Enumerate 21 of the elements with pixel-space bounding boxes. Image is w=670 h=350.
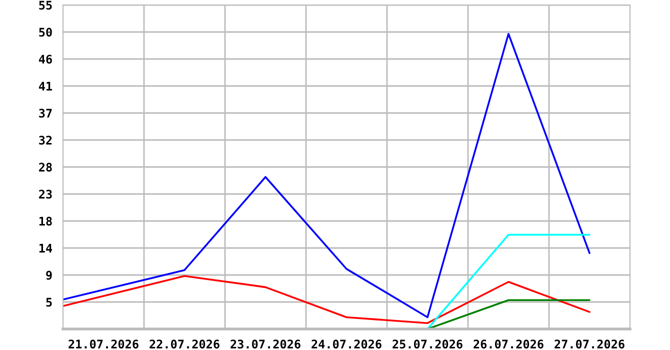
x-tick-label: 26.07.2026: [474, 340, 544, 349]
y-tick-label: 14: [39, 244, 52, 252]
x-tick-label: 22.07.2026: [150, 340, 220, 349]
x-tick-label: 21.07.2026: [68, 340, 138, 349]
y-tick-label: 50: [39, 28, 52, 37]
y-tick-label: 55: [39, 0, 52, 10]
x-tick-label: 25.07.2026: [392, 340, 462, 349]
y-tick-label: 28: [39, 162, 52, 172]
y-tick-label: 41: [38, 82, 52, 90]
x-tick-label: 27.07.2026: [554, 340, 624, 349]
line-series: [63, 32, 590, 318]
y-tick-label: 18: [39, 216, 52, 226]
y-tick-label: 5: [46, 298, 52, 307]
y-tick-label: 37: [39, 108, 52, 118]
y-tick-label: 32: [39, 136, 52, 145]
line-series: [63, 275, 590, 324]
y-tick-label: 23: [39, 190, 52, 199]
x-tick-label: 24.07.2026: [312, 340, 382, 349]
y-tick-label: 9: [46, 270, 52, 280]
x-tick-label: 23.07.2026: [230, 340, 300, 349]
y-tick-label: 46: [38, 54, 52, 64]
